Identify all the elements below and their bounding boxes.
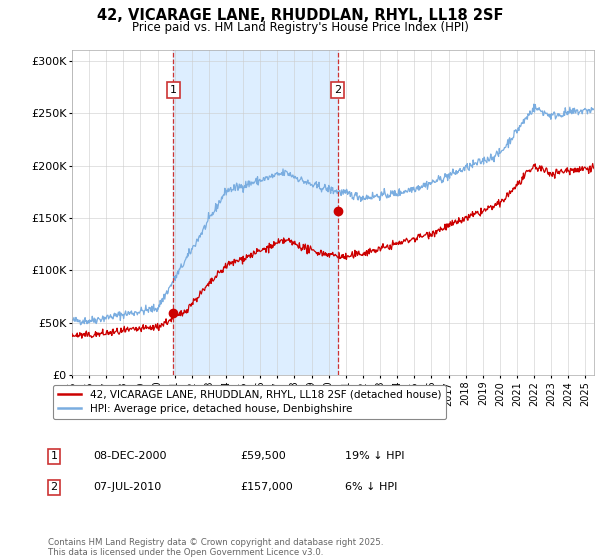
Text: £157,000: £157,000 <box>240 482 293 492</box>
Text: 2: 2 <box>50 482 58 492</box>
Text: 19% ↓ HPI: 19% ↓ HPI <box>345 451 404 461</box>
Text: £59,500: £59,500 <box>240 451 286 461</box>
Text: 2: 2 <box>334 85 341 95</box>
Text: Price paid vs. HM Land Registry's House Price Index (HPI): Price paid vs. HM Land Registry's House … <box>131 21 469 34</box>
Text: 6% ↓ HPI: 6% ↓ HPI <box>345 482 397 492</box>
Text: 1: 1 <box>50 451 58 461</box>
Legend: 42, VICARAGE LANE, RHUDDLAN, RHYL, LL18 2SF (detached house), HPI: Average price: 42, VICARAGE LANE, RHUDDLAN, RHYL, LL18 … <box>53 385 446 419</box>
Text: 1: 1 <box>170 85 177 95</box>
Text: 08-DEC-2000: 08-DEC-2000 <box>93 451 167 461</box>
Bar <box>173 50 338 375</box>
Text: Contains HM Land Registry data © Crown copyright and database right 2025.
This d: Contains HM Land Registry data © Crown c… <box>48 538 383 557</box>
Text: 42, VICARAGE LANE, RHUDDLAN, RHYL, LL18 2SF: 42, VICARAGE LANE, RHUDDLAN, RHYL, LL18 … <box>97 8 503 24</box>
Text: 07-JUL-2010: 07-JUL-2010 <box>93 482 161 492</box>
